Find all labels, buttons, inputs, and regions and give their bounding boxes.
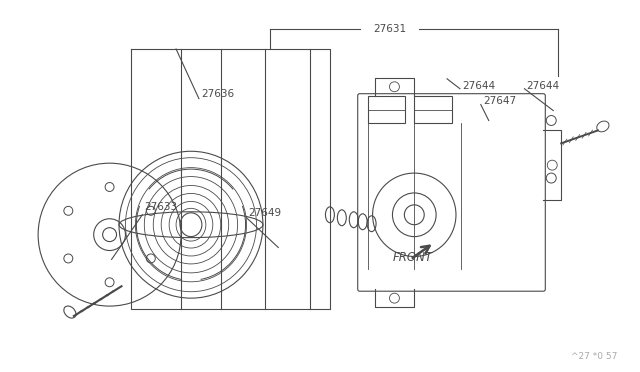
Text: 27636: 27636 — [201, 89, 234, 99]
Text: 27647: 27647 — [483, 96, 516, 106]
Text: 27649: 27649 — [248, 208, 282, 218]
Bar — [367, 96, 405, 124]
Text: 27631: 27631 — [373, 24, 406, 34]
Text: 27644: 27644 — [462, 81, 495, 91]
Text: FRONT: FRONT — [392, 251, 433, 264]
Text: ^27 *0 57: ^27 *0 57 — [572, 352, 618, 361]
Bar — [414, 96, 452, 124]
Text: 27633: 27633 — [145, 202, 177, 212]
Text: 27644: 27644 — [527, 81, 559, 91]
